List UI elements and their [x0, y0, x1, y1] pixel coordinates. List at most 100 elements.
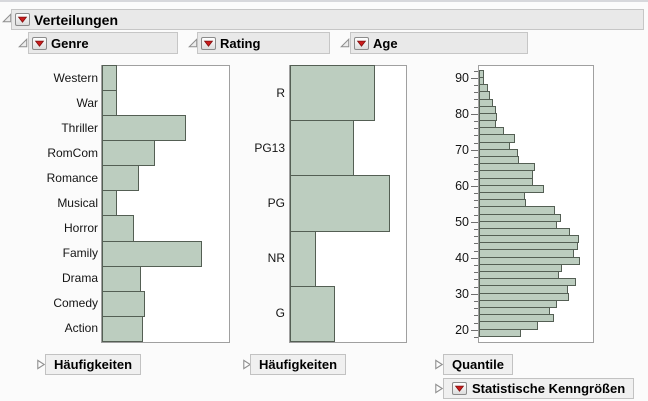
axis-tick — [471, 221, 478, 223]
axis-tick — [474, 171, 478, 173]
category-label: RomCom — [47, 145, 98, 160]
category-label: Romance — [46, 170, 98, 185]
outline-header-haeufigkeiten-genre[interactable]: Häufigkeiten — [45, 354, 142, 375]
menu-button[interactable] — [354, 36, 369, 50]
axis-tick — [471, 329, 478, 331]
axis-tick-label: 70 — [455, 142, 469, 157]
menu-triangle-icon — [203, 40, 214, 47]
category-label: Action — [64, 321, 98, 336]
histogram-bar[interactable] — [102, 290, 146, 317]
axis-tick — [474, 142, 478, 144]
axis-tick — [474, 243, 478, 245]
disclosure-closed-icon[interactable] — [434, 383, 444, 394]
disclosure-open-icon[interactable] — [18, 38, 28, 48]
axis-tick-label: 50 — [455, 214, 469, 229]
axis-tick — [471, 293, 478, 295]
axis-tick — [474, 322, 478, 324]
histogram-bar[interactable] — [290, 285, 336, 342]
age-histogram-plot[interactable]: 90 80 70 60 50 40 30 20 — [455, 65, 594, 343]
axis-tick — [474, 272, 478, 274]
category-label: Thriller — [61, 120, 98, 135]
histogram-bar[interactable] — [102, 215, 134, 242]
axis-tick — [474, 193, 478, 195]
axis-tick — [471, 257, 478, 259]
axis-tick — [474, 121, 478, 123]
category-label: Horror — [63, 221, 98, 235]
axis-tick-label: 60 — [455, 178, 469, 193]
disclosure-open-icon[interactable] — [340, 38, 350, 48]
category-label: Comedy — [53, 296, 98, 311]
genre-axis-labels: Western War Thriller RomCom Romance Musical Ho… — [30, 65, 98, 341]
axis-tick — [474, 214, 478, 216]
axis-tick — [474, 229, 478, 231]
axis-tick-label: 80 — [455, 106, 469, 121]
outline-header-quantile[interactable]: Quantile — [443, 354, 514, 375]
axis-tick — [474, 308, 478, 310]
axis-tick — [474, 92, 478, 94]
category-label: PG13 — [254, 140, 285, 155]
outline-header-age[interactable]: Age — [350, 32, 528, 54]
menu-triangle-icon — [356, 40, 367, 47]
histogram-bar[interactable] — [102, 240, 203, 267]
axis-tick — [474, 99, 478, 101]
outline-header-statistische-kenngroessen[interactable]: Statistische Kenngrößen — [443, 378, 635, 399]
category-label: G — [275, 306, 285, 321]
histogram-bar[interactable] — [290, 65, 375, 122]
menu-button[interactable] — [32, 36, 47, 50]
axis-tick — [474, 135, 478, 137]
histogram-bar[interactable] — [102, 165, 139, 192]
histogram-bar[interactable] — [102, 265, 142, 292]
menu-button[interactable] — [452, 382, 467, 395]
histogram-bar[interactable] — [290, 120, 354, 177]
histogram-bar[interactable] — [290, 230, 316, 287]
menu-triangle-icon — [17, 16, 28, 23]
axis-tick — [474, 178, 478, 180]
category-label: Musical — [57, 195, 98, 210]
panel-title-genre: Genre — [51, 35, 89, 51]
axis-tick — [474, 301, 478, 303]
axis-tick — [474, 207, 478, 209]
axis-tick — [474, 315, 478, 317]
outline-header-rating[interactable]: Rating — [197, 32, 330, 54]
menu-triangle-icon — [454, 385, 465, 392]
axis-tick — [474, 200, 478, 202]
disclosure-closed-icon[interactable] — [36, 359, 46, 370]
axis-tick — [474, 250, 478, 252]
axis-tick — [471, 149, 478, 151]
axis-tick — [474, 164, 478, 166]
page-title: Verteilungen — [34, 11, 119, 28]
panel-title-rating: Rating — [220, 35, 261, 51]
axis-tick — [474, 70, 478, 72]
disclosure-closed-icon[interactable] — [434, 359, 444, 370]
histogram-bar[interactable] — [479, 328, 522, 337]
disclosure-open-icon[interactable] — [2, 13, 12, 23]
menu-button[interactable] — [15, 13, 30, 26]
axis-tick — [474, 236, 478, 238]
outline-header-verteilungen[interactable]: Verteilungen — [11, 9, 644, 30]
histogram-bar[interactable] — [102, 115, 186, 142]
outline-label: Häufigkeiten — [259, 357, 338, 372]
genre-histogram-plot[interactable] — [101, 65, 230, 343]
outline-label: Häufigkeiten — [54, 357, 133, 372]
axis-tick — [474, 265, 478, 267]
category-label: Western — [53, 70, 98, 85]
outline-header-haeufigkeiten-rating[interactable]: Häufigkeiten — [250, 354, 347, 375]
axis-tick-label: 20 — [455, 322, 469, 337]
histogram-bar[interactable] — [102, 315, 143, 342]
histogram-bar[interactable] — [290, 175, 390, 232]
category-label: NR — [267, 251, 285, 266]
menu-button[interactable] — [201, 36, 216, 50]
histogram-bar[interactable] — [102, 90, 118, 117]
axis-tick — [474, 128, 478, 130]
histogram-bar[interactable] — [102, 65, 118, 92]
histogram-bar[interactable] — [102, 190, 118, 217]
axis-tick — [474, 337, 478, 339]
histogram-bar[interactable] — [102, 140, 156, 167]
outline-label: Statistische Kenngrößen — [472, 381, 626, 396]
rating-histogram-plot[interactable] — [289, 65, 407, 343]
panel-title-age: Age — [373, 35, 398, 51]
outline-header-genre[interactable]: Genre — [28, 32, 178, 54]
disclosure-closed-icon[interactable] — [242, 359, 252, 370]
disclosure-open-icon[interactable] — [188, 38, 198, 48]
